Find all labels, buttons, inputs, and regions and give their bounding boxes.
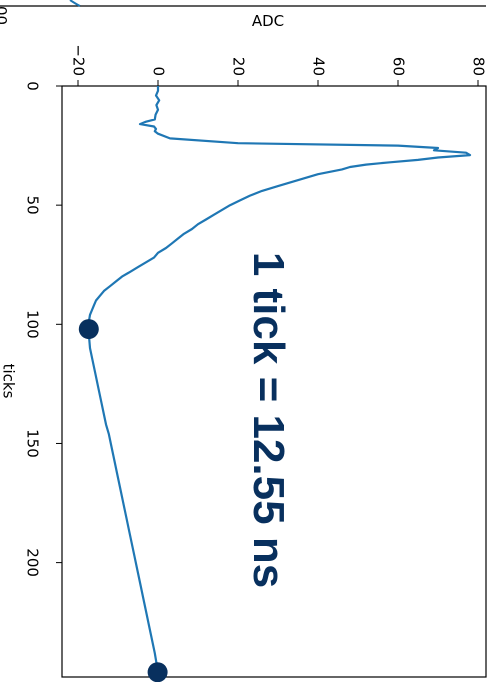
x-axis-title: ticks (0, 364, 18, 399)
y-axis-title: ADC (252, 12, 284, 30)
x-tick-label: 200 (24, 548, 42, 577)
upper-plot-tick-sliver: 00 (0, 6, 10, 25)
y-tick-label: −20 (70, 44, 88, 76)
y-tick-label: 0 (150, 66, 168, 76)
annotation-text: 1 tick = 12.55 ns (244, 252, 293, 588)
x-tick-label: 150 (24, 429, 42, 458)
x-tick-label: 0 (24, 81, 42, 91)
y-tick-label: 60 (390, 57, 408, 76)
plot-frame (61, 85, 487, 678)
x-tick-label: 100 (24, 310, 42, 339)
y-tick-label: 20 (230, 57, 248, 76)
data-marker (78, 319, 99, 340)
upper-plot-line-sliver (69, 0, 81, 7)
y-tick-label: 40 (310, 57, 328, 76)
x-tick-label: 50 (24, 196, 42, 215)
y-tick-label: 80 (470, 57, 488, 76)
series-line (87, 86, 472, 673)
data-marker (147, 662, 168, 682)
